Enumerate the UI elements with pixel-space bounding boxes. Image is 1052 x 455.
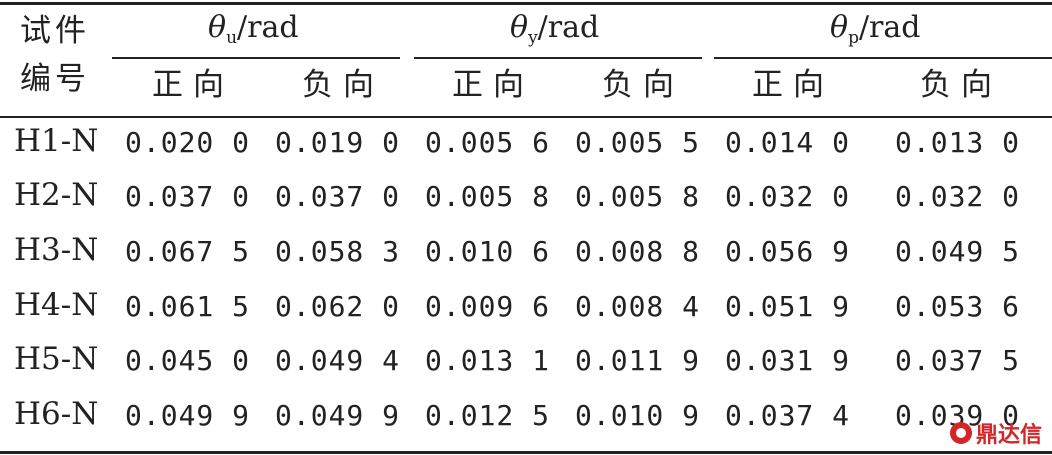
row-label: H3-N	[14, 232, 99, 268]
theta-symbol: θ	[830, 10, 849, 45]
subheader-negative: 负向	[920, 67, 1002, 103]
table-cell: 0.062 0	[275, 290, 401, 323]
row-label: H5-N	[14, 341, 99, 377]
table-cell: 0.037 5	[895, 344, 1021, 377]
watermark-logo: 鼎达信	[949, 417, 1042, 449]
table-cell: 0.067 5	[125, 235, 251, 268]
row-label: H1-N	[14, 123, 99, 159]
row-label: H6-N	[14, 396, 99, 432]
table-cell: 0.010 9	[575, 399, 701, 432]
header-theta-p: θp/rad	[830, 13, 921, 47]
unit-label: /rad	[537, 10, 600, 45]
table-cell: 0.012 5	[425, 399, 551, 432]
subheader-negative: 负向	[602, 67, 684, 103]
table-cell: 0.037 0	[275, 180, 401, 213]
table-cell: 0.049 4	[275, 344, 401, 377]
top-rule	[0, 2, 1052, 5]
subheader-positive: 正向	[752, 67, 834, 103]
row-label: H4-N	[14, 287, 99, 323]
theta-subscript: p	[848, 28, 859, 48]
header-theta-u: θu/rad	[208, 13, 299, 47]
subheader-positive: 正向	[452, 67, 534, 103]
bottom-rule	[0, 451, 1052, 454]
unit-label: /rad	[237, 10, 299, 45]
table-cell: 0.011 9	[575, 344, 701, 377]
table-cell: 0.014 0	[725, 126, 851, 159]
table-cell: 0.009 6	[425, 290, 551, 323]
table-cell: 0.013 0	[895, 126, 1021, 159]
specimen-label-line1: 试件	[20, 13, 90, 49]
theta-subscript: y	[528, 28, 538, 48]
watermark-text: 鼎达信	[975, 423, 1042, 448]
table-cell: 0.008 8	[575, 235, 701, 268]
table-cell: 0.005 8	[425, 180, 551, 213]
table-cell: 0.037 0	[125, 180, 251, 213]
theta-symbol: θ	[510, 10, 529, 45]
table-cell: 0.020 0	[125, 126, 251, 159]
table-cell: 0.019 0	[275, 126, 401, 159]
table-cell: 0.005 5	[575, 126, 701, 159]
table-cell: 0.056 9	[725, 235, 851, 268]
unit-label: /rad	[858, 10, 921, 45]
table-cell: 0.051 9	[725, 290, 851, 323]
watermark-icon	[949, 422, 972, 444]
table-cell: 0.010 6	[425, 235, 551, 268]
table-cell: 0.031 9	[725, 344, 851, 377]
table-cell: 0.049 9	[275, 399, 401, 432]
theta-subscript: u	[226, 28, 238, 48]
group-rule-theta-y	[414, 57, 702, 59]
table-cell: 0.005 6	[425, 126, 551, 159]
table-cell: 0.045 0	[125, 344, 251, 377]
table-cell: 0.049 5	[895, 235, 1021, 268]
table-cell: 0.008 4	[575, 290, 701, 323]
subheader-positive: 正向	[152, 67, 234, 103]
row-label: H2-N	[14, 177, 99, 213]
group-rule-theta-u	[112, 57, 400, 59]
table-cell: 0.005 8	[575, 180, 701, 213]
table-cell: 0.037 4	[725, 399, 851, 432]
subheader-negative: 负向	[302, 67, 384, 103]
table-cell: 0.053 6	[895, 290, 1021, 323]
table-cell: 0.049 9	[125, 399, 251, 432]
table-cell: 0.032 0	[725, 180, 851, 213]
header-bottom-rule	[0, 116, 1052, 118]
specimen-label-line2: 编号	[20, 61, 90, 97]
table-cell: 0.013 1	[425, 344, 551, 377]
table-cell: 0.061 5	[125, 290, 251, 323]
table-cell: 0.058 3	[275, 235, 401, 268]
group-rule-theta-p	[714, 57, 1052, 59]
table-cell: 0.032 0	[895, 180, 1021, 213]
header-theta-y: θy/rad	[510, 13, 599, 47]
theta-symbol: θ	[208, 10, 227, 45]
